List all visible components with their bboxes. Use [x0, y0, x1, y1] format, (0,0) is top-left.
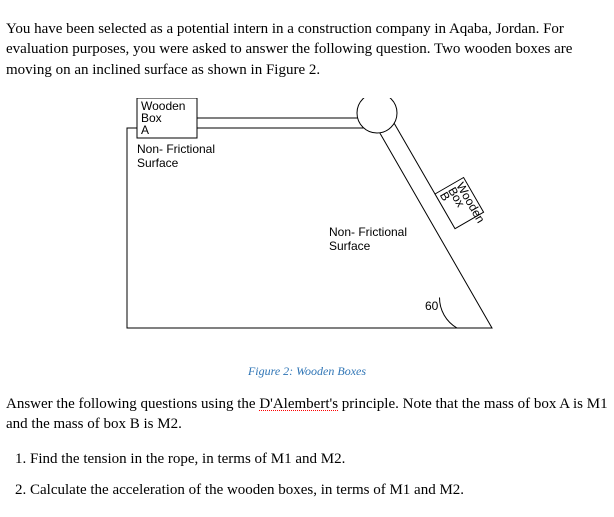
angle-arc	[439, 297, 457, 328]
figure-2: 60 Wooden Box A Wooden Box B Non- Fricti…	[6, 98, 608, 379]
surface-incline-line1: Non- Frictional	[329, 225, 407, 239]
box-a-line3: A	[141, 123, 149, 137]
pulley	[357, 98, 397, 133]
rope-incline	[394, 123, 435, 194]
surface-top-line2: Surface	[137, 156, 179, 170]
question-list: Find the tension in the rope, in terms o…	[30, 449, 608, 500]
surface-top-line1: Non- Frictional	[137, 142, 215, 156]
instructions: Answer the following questions using the…	[6, 394, 608, 435]
angle-label: 60	[425, 299, 439, 313]
figure-caption: Figure 2: Wooden Boxes	[248, 364, 366, 379]
surface-incline-line2: Surface	[329, 239, 371, 253]
question-1: Find the tension in the rope, in terms o…	[30, 449, 608, 469]
box-b-group: Wooden Box B	[435, 177, 488, 235]
question-2: Calculate the acceleration of the wooden…	[30, 480, 608, 500]
instructions-prefix: Answer the following questions using the	[6, 396, 259, 412]
problem-statement: You have been selected as a potential in…	[6, 19, 608, 80]
dalembert-term: D'Alembert's	[259, 396, 338, 412]
figure-svg: 60 Wooden Box A Wooden Box B Non- Fricti…	[97, 98, 517, 358]
platform-outline	[127, 128, 492, 328]
